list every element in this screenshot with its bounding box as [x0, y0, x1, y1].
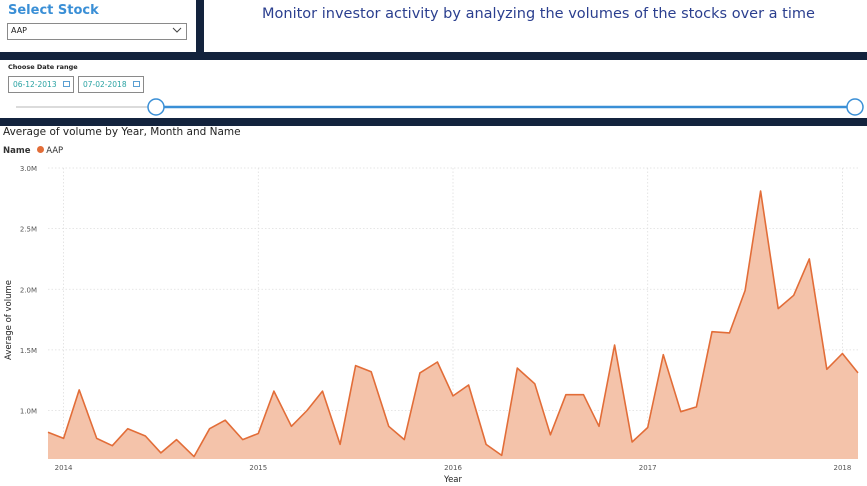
stock-slicer: Select Stock AAP: [0, 0, 196, 52]
chevron-down-icon: [172, 27, 182, 33]
data-point[interactable]: [547, 432, 553, 438]
data-point[interactable]: [742, 288, 748, 294]
series-line[interactable]: [47, 190, 859, 458]
legend-title: Name: [3, 146, 31, 156]
data-point[interactable]: [401, 437, 407, 443]
slider-start-handle[interactable]: [147, 98, 165, 116]
data-point[interactable]: [271, 388, 277, 394]
legend-series-label[interactable]: AAP: [46, 146, 64, 156]
data-point[interactable]: [386, 423, 392, 429]
x-axis-label: Year: [443, 475, 463, 485]
data-point[interactable]: [320, 388, 326, 394]
data-point[interactable]: [483, 441, 489, 447]
end-date-input[interactable]: 07-02-2018: [78, 76, 144, 93]
data-point[interactable]: [581, 392, 587, 398]
data-point[interactable]: [450, 393, 456, 399]
data-point[interactable]: [45, 429, 51, 435]
data-point[interactable]: [660, 352, 666, 358]
data-point[interactable]: [532, 381, 538, 387]
data-point[interactable]: [678, 409, 684, 415]
end-date-value: 07-02-2018: [83, 80, 127, 89]
headline-card: Monitor investor activity by analyzing t…: [204, 0, 867, 52]
chart-legend: Name AAP: [3, 146, 63, 156]
divider-band: [0, 118, 867, 126]
data-point[interactable]: [824, 366, 830, 372]
y-tick-label: 3.0M: [20, 165, 37, 173]
data-point[interactable]: [499, 452, 505, 458]
x-tick-label: 2014: [55, 464, 73, 472]
data-point[interactable]: [466, 382, 472, 388]
stock-dropdown-value: AAP: [11, 26, 27, 35]
data-point[interactable]: [806, 256, 812, 262]
data-point[interactable]: [645, 425, 651, 431]
data-point[interactable]: [61, 435, 67, 441]
data-point[interactable]: [142, 433, 148, 439]
data-point[interactable]: [76, 387, 82, 393]
start-date-input[interactable]: 06-12-2013: [8, 76, 74, 93]
data-point[interactable]: [629, 439, 635, 445]
data-point[interactable]: [288, 423, 294, 429]
date-range-label: Choose Date range: [8, 63, 78, 71]
data-point[interactable]: [222, 417, 228, 423]
y-axis-label: Average of volume: [4, 280, 14, 360]
data-point[interactable]: [709, 329, 715, 335]
data-point[interactable]: [94, 435, 100, 441]
data-point[interactable]: [207, 426, 213, 432]
x-tick-label: 2017: [639, 464, 657, 472]
area-chart: 1.0M 1.5M 2.0M 2.5M 3.0M 2014 2015 2016 2017 2018…: [4, 165, 861, 485]
legend-marker: [37, 146, 45, 153]
chart-axes: 1.0M 1.5M 2.0M 2.5M 3.0M 2014 2015 2016 2017 2018: [20, 165, 852, 472]
data-point[interactable]: [304, 408, 310, 414]
data-point[interactable]: [174, 437, 180, 443]
calendar-icon[interactable]: [63, 81, 70, 87]
data-point[interactable]: [596, 423, 602, 429]
chart-title: Average of volume by Year, Month and Nam…: [3, 126, 241, 138]
date-range-slicer: Choose Date range 06-12-2013 07-02-2018: [0, 60, 867, 118]
data-point[interactable]: [125, 426, 131, 432]
data-point[interactable]: [791, 292, 797, 298]
data-point[interactable]: [368, 369, 374, 375]
slicer-title: Select Stock: [8, 3, 99, 18]
y-tick-label: 1.5M: [20, 347, 37, 355]
page-headline: Monitor investor activity by analyzing t…: [262, 6, 815, 22]
data-point[interactable]: [693, 404, 699, 410]
start-date-value: 06-12-2013: [13, 80, 57, 89]
data-point[interactable]: [514, 365, 520, 371]
slider-end-handle[interactable]: [846, 98, 864, 116]
stock-dropdown[interactable]: AAP: [7, 23, 187, 40]
data-point[interactable]: [727, 330, 733, 336]
date-range-slider[interactable]: [0, 96, 867, 118]
x-tick-label: 2016: [444, 464, 462, 472]
y-tick-label: 2.5M: [20, 226, 37, 234]
calendar-icon[interactable]: [133, 81, 140, 87]
y-tick-label: 2.0M: [20, 286, 37, 294]
data-point[interactable]: [758, 188, 764, 194]
data-point[interactable]: [839, 351, 845, 357]
chart-plot-area: [45, 188, 861, 460]
data-point[interactable]: [417, 370, 423, 376]
data-point[interactable]: [337, 441, 343, 447]
data-point[interactable]: [353, 363, 359, 369]
data-point[interactable]: [434, 359, 440, 365]
x-tick-label: 2018: [834, 464, 852, 472]
data-point[interactable]: [255, 431, 261, 437]
x-tick-label: 2015: [249, 464, 267, 472]
data-point[interactable]: [612, 342, 618, 348]
data-point[interactable]: [240, 437, 246, 443]
data-point[interactable]: [563, 392, 569, 398]
data-point[interactable]: [191, 454, 197, 460]
data-point[interactable]: [158, 450, 164, 456]
y-tick-label: 1.0M: [20, 408, 37, 416]
volume-chart-panel: Average of volume by Year, Month and Nam…: [0, 126, 867, 486]
data-point[interactable]: [109, 443, 115, 449]
data-point[interactable]: [855, 370, 861, 376]
data-point[interactable]: [775, 306, 781, 312]
